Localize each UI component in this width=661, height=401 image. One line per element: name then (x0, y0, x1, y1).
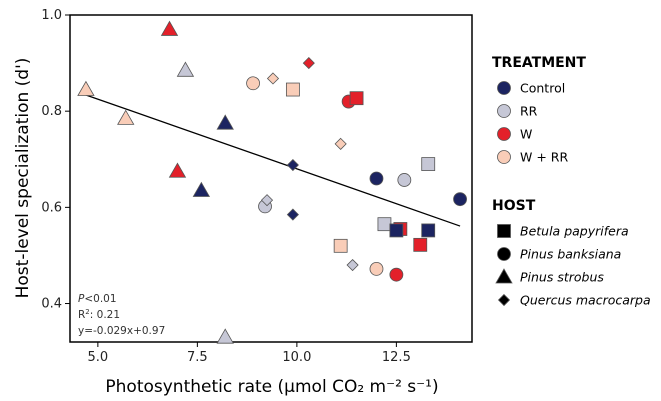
data-point (77, 80, 95, 96)
data-point (377, 217, 392, 232)
data-point (168, 162, 187, 178)
data-point (349, 91, 364, 106)
legend-marker-w (497, 127, 511, 141)
legend-label-square: Betula papyrifera (520, 224, 629, 239)
data-point (302, 57, 315, 70)
data-point (334, 137, 347, 150)
legend-label-wrr: W + RR (520, 150, 568, 165)
data-point (216, 328, 234, 344)
data-point (369, 171, 384, 186)
y-axis-ticks: 0.4 0.6 0.8 1.0 (41, 8, 70, 312)
y-axis-title: Host-level specialization (d') (13, 58, 33, 299)
data-point (346, 258, 359, 272)
data-point (389, 223, 404, 238)
y-tick-label: 1.0 (41, 8, 62, 23)
data-point (192, 181, 211, 197)
stats-p-line: P<0.01 (78, 293, 117, 305)
x-tick-label: 12.5 (382, 350, 411, 365)
data-point (285, 82, 300, 97)
legend-label-circle: Pinus banksiana (520, 247, 621, 262)
x-axis-title: Photosynthetic rate (µmol CO₂ m⁻² s⁻¹) (105, 377, 438, 397)
regression-line (81, 92, 461, 227)
data-point (286, 158, 299, 172)
legend-marker-control (497, 81, 511, 95)
data-points (77, 20, 467, 344)
stats-r2-line: R2: 0.21 (78, 308, 120, 321)
stats-annotation: P<0.01 R2: 0.21 y=-0.029x+0.97 (78, 293, 165, 337)
data-point (176, 61, 195, 77)
data-point (333, 238, 348, 253)
data-point (421, 157, 436, 171)
treatment-legend-title: TREATMENT (492, 55, 586, 71)
y-tick-label: 0.4 (41, 297, 62, 312)
legend-marker-wrr (497, 150, 511, 164)
plot-frame (69, 14, 473, 343)
data-point (246, 76, 260, 91)
data-point (413, 237, 428, 252)
data-point (421, 223, 436, 238)
host-legend-title: HOST (492, 198, 536, 214)
legend-marker-triangle (495, 268, 513, 284)
data-point (266, 72, 280, 85)
x-tick-label: 7.5 (187, 350, 208, 365)
treatment-legend: TREATMENT Control RR W W + RR (492, 55, 586, 165)
legend-marker-diamond (497, 293, 511, 307)
legend-label-rr: RR (520, 104, 538, 119)
y-tick-label: 0.6 (41, 200, 62, 215)
legend-marker-circle (497, 247, 511, 261)
data-point (397, 173, 412, 187)
x-tick-label: 5.0 (88, 350, 109, 365)
legend-marker-rr (497, 104, 511, 118)
data-point (160, 20, 179, 36)
x-tick-label: 10.0 (282, 350, 311, 365)
data-point (389, 267, 404, 282)
legend-label-triangle: Pinus strobus (520, 270, 604, 285)
data-point (216, 114, 234, 130)
y-tick-label: 0.8 (41, 104, 62, 119)
legend-label-w: W (520, 127, 532, 142)
data-point (117, 109, 135, 125)
legend-marker-square (497, 224, 511, 238)
data-point (453, 192, 467, 207)
stats-equation: y=-0.029x+0.97 (78, 325, 165, 337)
data-point (260, 194, 274, 207)
data-point (369, 262, 384, 276)
legend-label-diamond: Quercus macrocarpa (520, 293, 651, 308)
data-point (286, 208, 299, 221)
legend-label-control: Control (520, 81, 565, 96)
host-legend: HOST Betula papyrifera Pinus banksiana Pin… (492, 198, 651, 308)
x-axis-ticks: 5.0 7.5 10.0 12.5 (88, 342, 411, 365)
